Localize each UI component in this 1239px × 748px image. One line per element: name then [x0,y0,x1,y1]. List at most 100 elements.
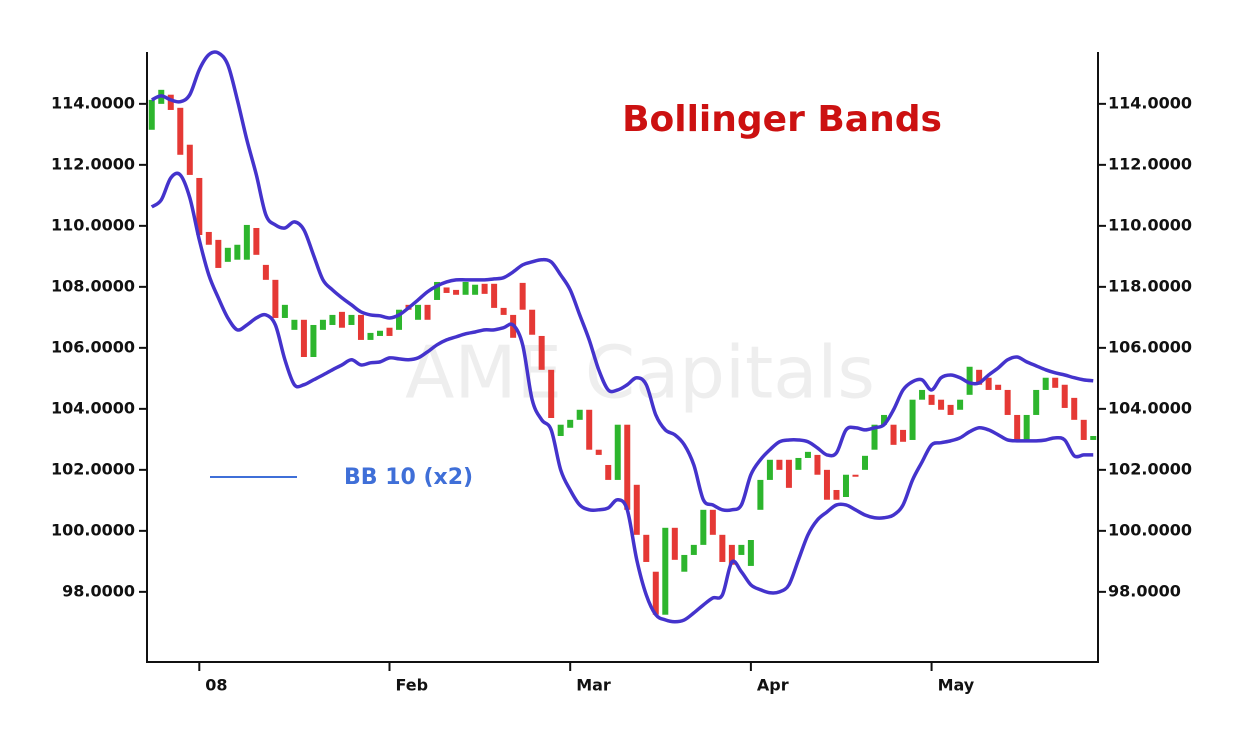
candle-body [348,314,355,325]
candle-body [1090,435,1097,440]
candle-body [1080,419,1087,440]
candle-body [614,424,621,480]
candle-body [376,330,383,336]
y2-tick-label: 102.0000 [1108,459,1192,478]
candle-body [196,177,203,235]
candle-body [557,424,564,436]
y2-tick-label: 114.0000 [1108,93,1192,112]
candle-body [919,389,926,400]
candle-body [500,307,507,315]
candle-body [177,107,184,155]
y-tick-label: 104.0000 [51,398,135,417]
candle-body [300,319,307,357]
candle-body [966,366,973,395]
y2-tick-label: 118.0000 [1108,276,1192,295]
candle-body [453,289,460,295]
y-tick-label: 102.0000 [51,459,135,478]
candle-body [652,571,659,615]
candle-body [633,484,640,535]
candle-body [785,459,792,488]
candle-body [253,227,260,255]
candle-body [804,451,811,458]
candle-body [995,384,1002,390]
candle-body [281,304,288,318]
y-tick-label: 110.0000 [51,215,135,234]
candle-body [519,282,526,310]
candle-body [976,369,983,385]
candle-body [747,540,754,566]
candle-body [205,231,212,245]
candle-body [576,409,583,420]
candle-body [481,283,488,294]
candle-body [700,509,707,545]
x-tick-label: Feb [396,676,429,695]
candle-body [224,247,231,262]
candle-body [415,304,422,320]
candle-body [709,509,716,535]
candle-body [595,449,602,455]
y-tick-label: 100.0000 [51,520,135,539]
candle-body [434,281,441,300]
candle-body [1061,384,1068,408]
candle-body [586,409,593,450]
y-tick-label: 114.0000 [51,93,135,112]
candle-body [947,404,954,415]
candle-body [491,283,498,308]
candle-body [624,424,631,510]
candle-body [852,474,859,477]
candle-body [215,239,222,268]
x-tick-label: May [938,676,975,695]
candle-body [776,459,783,470]
candle-body [367,332,374,340]
candle-body [1014,414,1021,440]
candle-body [396,309,403,330]
candle-body [681,554,688,572]
y2-tick-label: 112.0000 [1108,154,1192,173]
candle-body [643,534,650,562]
candle-body [357,314,364,340]
candle-body [814,454,821,475]
x-tick-label: Mar [576,676,611,695]
candle-body [871,424,878,450]
legend-label: BB 10 (x2) [344,465,473,490]
candle-body [386,327,393,336]
candle-body [167,94,174,110]
candle-body [1023,414,1030,440]
candle-body [671,527,678,560]
candle-body [1004,389,1011,415]
candle-body [148,99,155,130]
candle-body [338,311,345,328]
candle-body [424,304,431,320]
candle-body [842,474,849,497]
y2-tick-label: 98.0000 [1108,581,1181,600]
candle-body [795,457,802,470]
y2-tick-label: 100.0000 [1108,520,1192,539]
y-tick-label: 108.0000 [51,276,135,295]
y2-tick-label: 104.0000 [1108,398,1192,417]
candle-body [957,399,964,410]
candle-body [823,469,830,500]
band-upper [150,50,1094,513]
candle-body [291,319,298,330]
candle-body [538,335,545,370]
candle-body [1071,397,1078,420]
chart-title: Bollinger Bands [622,99,942,140]
candle-body [900,429,907,442]
candle-body [662,527,669,615]
x-tick-label: 08 [205,676,227,695]
candle-body [329,314,336,325]
candle-body [757,479,764,510]
y2-tick-label: 110.0000 [1108,215,1192,234]
candle-body [985,377,992,390]
candle-body [1042,377,1049,390]
candle-body [1052,377,1059,388]
candle-body [862,455,869,470]
candle-body [262,264,269,280]
candle-body [928,394,935,405]
candle-body [719,534,726,562]
candle-body [272,279,279,318]
x-tick-label: Apr [757,676,789,695]
candle-body [548,369,555,418]
y-tick-label: 106.0000 [51,337,135,356]
candle-body [529,309,536,335]
